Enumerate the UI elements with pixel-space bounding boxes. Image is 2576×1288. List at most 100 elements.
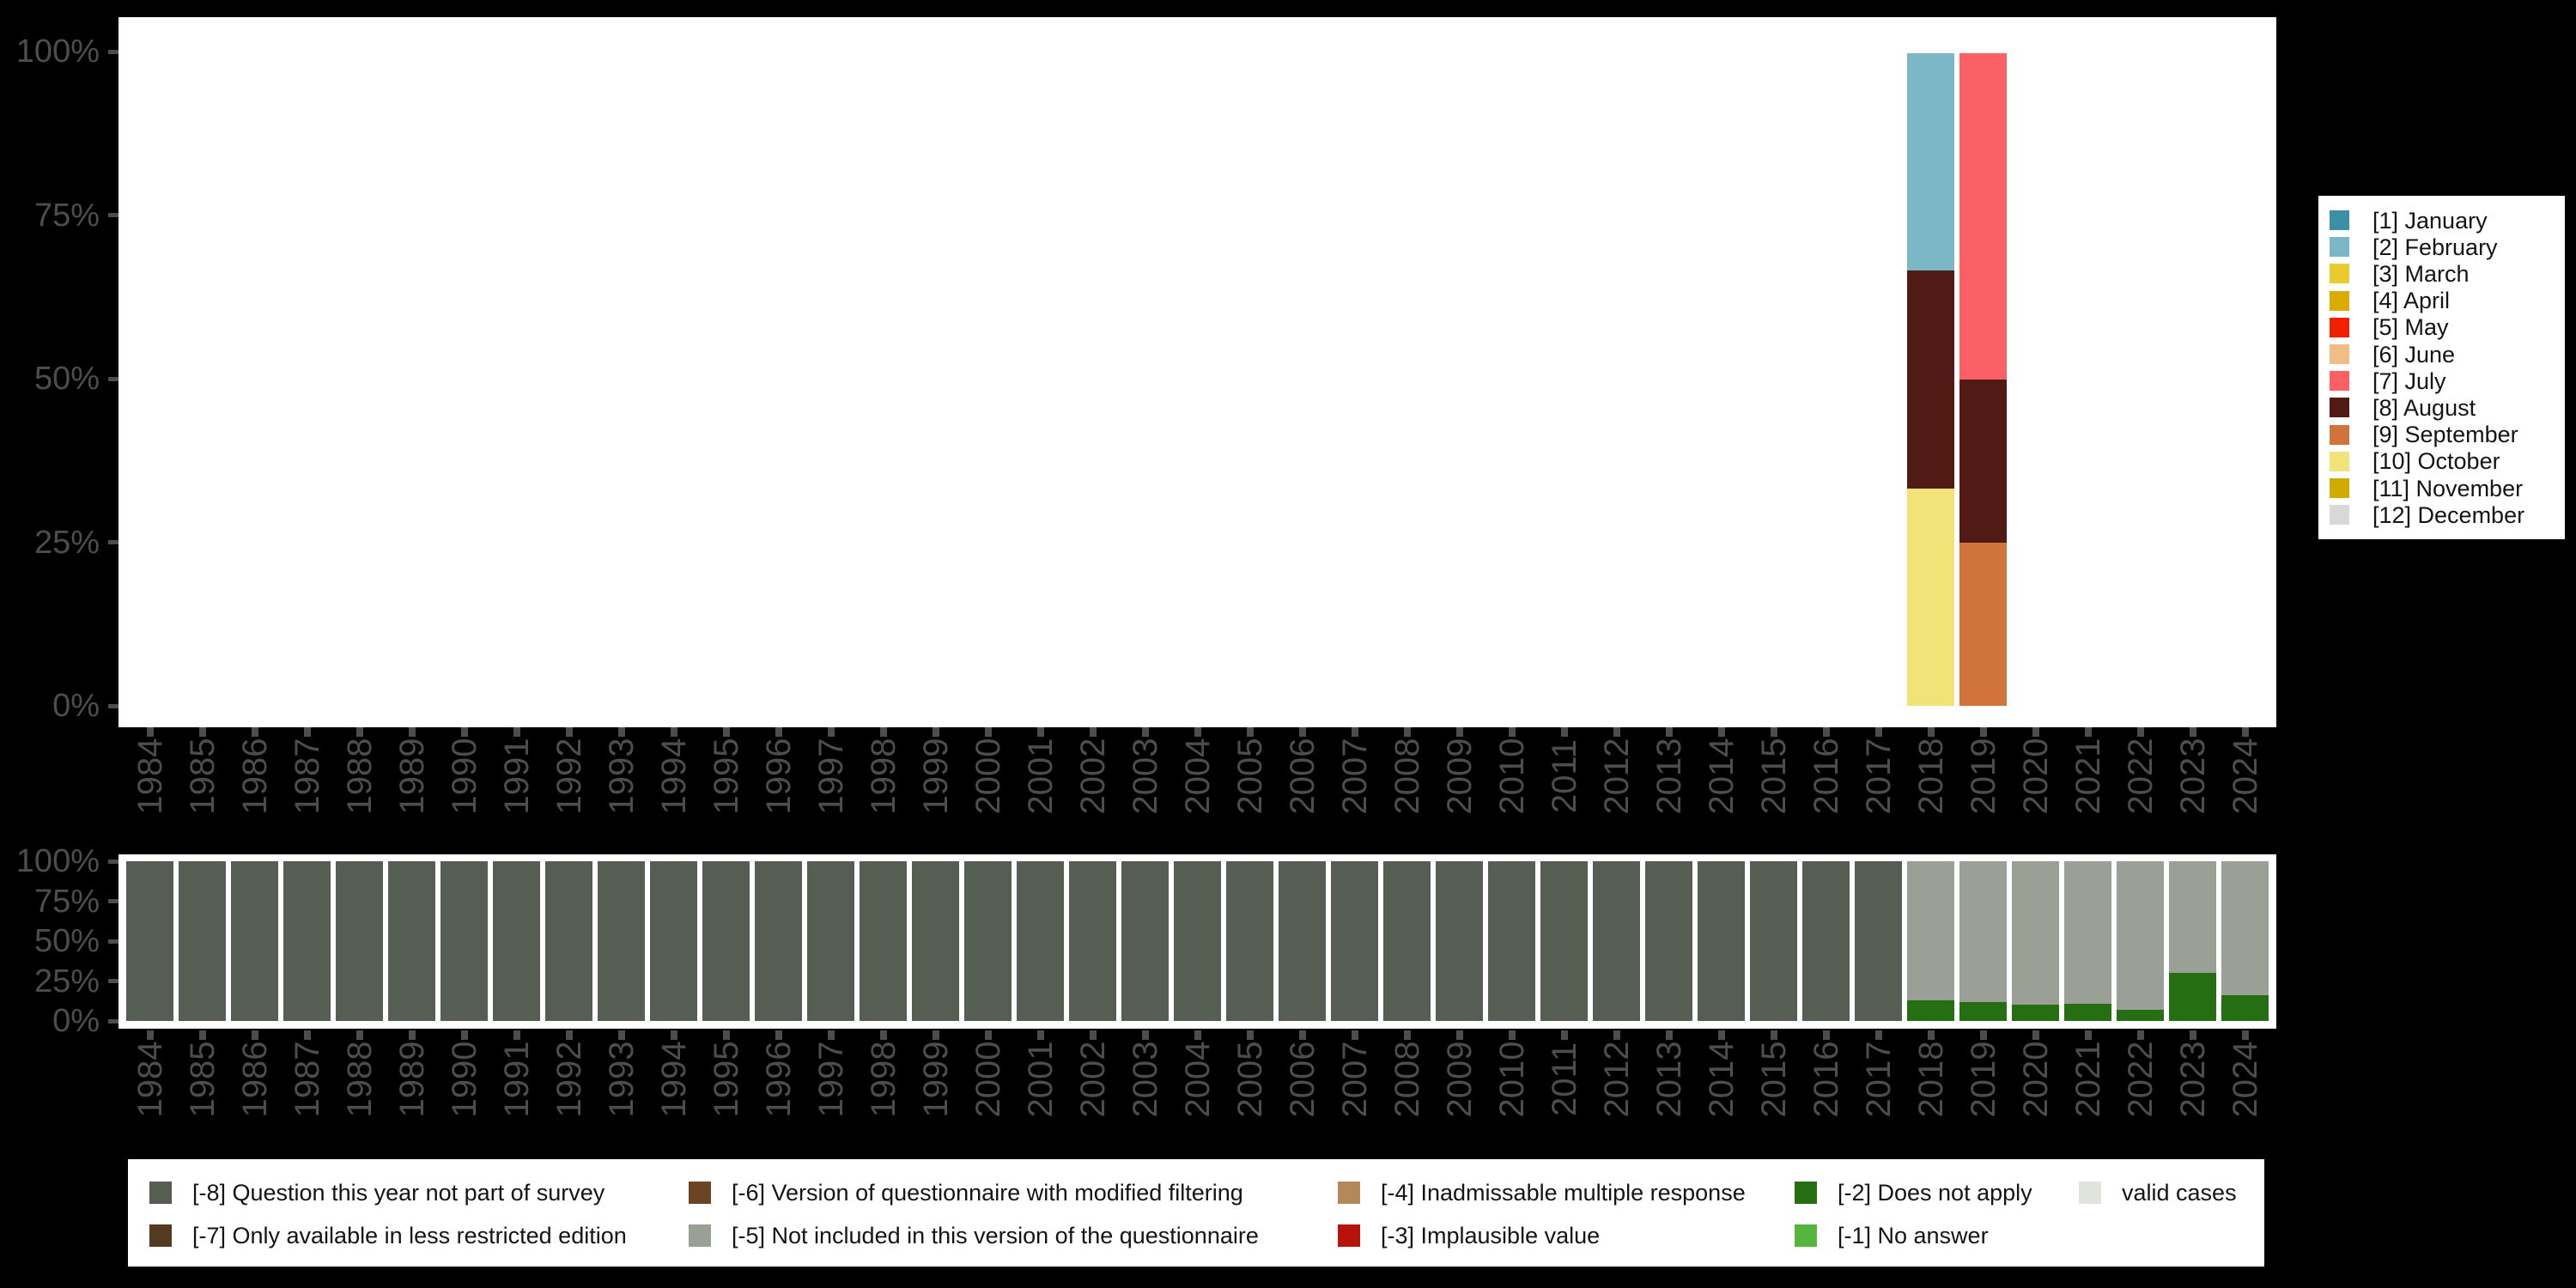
x-tick-1995 [722,727,730,737]
x-tick-1989 [408,727,416,737]
x-tick-label-2011: 2011 [1545,738,1583,814]
x-tick-1984 [146,727,154,737]
months-chart-plot-area [118,17,2276,727]
x-tick-1986 [251,1030,258,1040]
x-tick-label-2000: 2000 [969,738,1007,815]
x-tick-2008 [1403,1030,1411,1040]
y-tick-months-25 [108,540,118,544]
x-tick-label-2006: 2006 [1283,1041,1321,1118]
x-tick-label-2017: 2017 [1859,738,1898,815]
x-tick-2001 [1036,1030,1044,1040]
y-tick-label-missing-values-0: 0% [52,1003,100,1039]
legend-label-7-july: [7] July [2372,368,2446,394]
x-tick-2019 [1979,1030,1987,1040]
x-tick-label-2010: 2010 [1492,1041,1531,1118]
y-tick-months-100 [108,49,118,54]
x-tick-label-1985: 1985 [183,738,222,815]
x-tick-label-2016: 2016 [1807,1041,1845,1118]
x-tick-label-2011: 2011 [1545,1042,1583,1117]
bar-segment-2006-8-question-this-year-not-part-of-survey [1279,861,1326,1021]
bar-segment-1986-8-question-this-year-not-part-of-survey [231,861,278,1021]
x-tick-1988 [355,1030,363,1040]
x-tick-2013 [1665,1030,1673,1040]
bar-segment-2002-8-question-this-year-not-part-of-survey [1069,861,1116,1021]
x-tick-label-1997: 1997 [811,1041,850,1118]
x-tick-2018 [1927,1030,1935,1040]
x-tick-1984 [146,1030,154,1040]
x-tick-1985 [198,1030,206,1040]
legend-label-2-does-not-apply: [-2] Does not apply [1838,1180,2032,1206]
legend-label-6-june: [6] June [2372,341,2456,368]
x-tick-label-2008: 2008 [1388,738,1426,815]
y-tick-label-months-50: 50% [33,361,100,397]
bar-segment-2024-2-does-not-apply [2221,995,2269,1021]
bar-segment-2018-5-not-included-in-this-version-of-the-questionnaire [1907,861,1954,1000]
x-tick-1992 [565,727,573,737]
legend-swatch-12-december [2330,505,2349,526]
x-tick-2007 [1351,1030,1358,1040]
x-tick-2022 [2136,727,2144,737]
bar-segment-2009-8-question-this-year-not-part-of-survey [1436,861,1483,1021]
legend-item-12-december: [12] December [2318,501,2565,528]
y-tick-label-months-75: 75% [33,197,100,234]
bar-segment-1989-8-question-this-year-not-part-of-survey [388,861,435,1021]
bar-segment-2013-8-question-this-year-not-part-of-survey [1645,861,1692,1021]
bar-segment-2019-9-september [1959,543,2007,706]
x-tick-2002 [1089,727,1097,737]
legend-item-10-october: [10] October [2318,448,2565,475]
x-tick-label-1984: 1984 [131,738,169,815]
legend-item-3-march: [3] March [2318,260,2565,287]
y-tick-label-months-100: 100% [15,33,100,70]
x-tick-label-2003: 2003 [1126,738,1164,815]
legend-label-7-only-available-in-less-restricted-edition: [-7] Only available in less restricted e… [192,1223,627,1249]
x-tick-label-2018: 2018 [1911,738,1950,815]
bar-segment-2020-2-does-not-apply [2012,1005,2059,1021]
x-tick-2012 [1613,1030,1620,1040]
x-tick-label-1986: 1986 [235,738,274,815]
x-tick-1990 [460,1030,468,1040]
x-tick-2015 [1770,1030,1777,1040]
x-tick-label-1995: 1995 [707,738,745,815]
x-tick-label-1991: 1991 [497,738,536,815]
x-tick-1993 [617,727,625,737]
x-tick-1989 [408,1030,416,1040]
x-tick-2006 [1298,727,1306,737]
legend-label-10-october: [10] October [2372,448,2500,475]
legend-label-11-november: [11] November [2372,475,2524,501]
bar-segment-1984-8-question-this-year-not-part-of-survey [126,861,173,1021]
x-tick-2009 [1455,1030,1463,1040]
legend-item-6-june: [6] June [2318,341,2565,368]
x-tick-label-2015: 2015 [1754,738,1793,815]
y-tick-label-months-25: 25% [33,524,100,561]
bar-segment-1987-8-question-this-year-not-part-of-survey [283,861,331,1021]
x-tick-label-2002: 2002 [1073,738,1112,815]
bar-segment-2012-8-question-this-year-not-part-of-survey [1593,861,1640,1021]
legend-swatch-5-may [2330,317,2349,337]
x-tick-label-1989: 1989 [392,1041,431,1118]
bar-segment-1991-8-question-this-year-not-part-of-survey [493,861,540,1021]
bar-segment-1998-8-question-this-year-not-part-of-survey [860,861,907,1021]
x-tick-label-1990: 1990 [445,1041,483,1118]
y-tick-missing-values-75 [108,899,118,903]
x-tick-2017 [1874,727,1882,737]
legend-swatch-valid-cases [2079,1182,2101,1204]
x-tick-2024 [2241,1030,2249,1040]
x-tick-label-1988: 1988 [340,738,379,815]
legend-label-9-september: [9] September [2372,422,2518,448]
legend-swatch-8-question-this-year-not-part-of-survey [149,1182,172,1204]
x-tick-label-2004: 2004 [1178,738,1217,815]
legend-swatch-5-not-included-in-this-version-of-the-questionnaire [689,1224,711,1247]
legend-label-8-august: [8] August [2372,394,2476,421]
x-tick-label-2009: 2009 [1440,738,1479,815]
legend-swatch-7-july [2330,371,2349,392]
x-tick-2016 [1822,727,1830,737]
legend-swatch-3-implausible-value [1338,1224,1360,1247]
legend-item-2-february: [2] February [2318,234,2565,260]
x-tick-label-2012: 2012 [1597,738,1636,815]
x-tick-2016 [1822,1030,1830,1040]
x-tick-label-1995: 1995 [707,1041,745,1118]
x-tick-label-2009: 2009 [1440,1041,1479,1118]
x-tick-2022 [2136,1030,2144,1040]
x-tick-label-2013: 2013 [1649,1041,1688,1118]
x-tick-label-1985: 1985 [183,1041,222,1118]
